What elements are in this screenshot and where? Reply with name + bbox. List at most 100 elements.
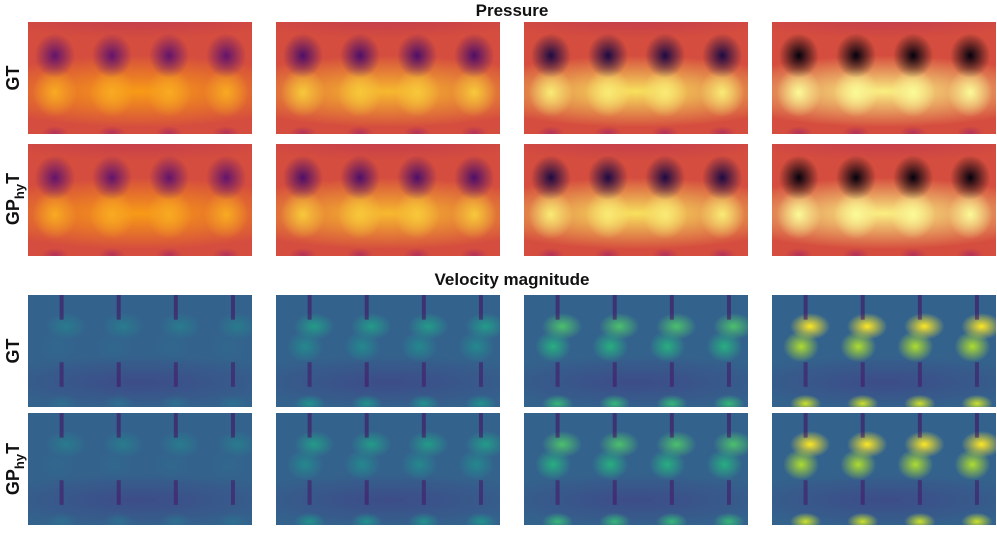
velocity-peak-lower (783, 448, 820, 481)
row-label-pressure-gphyt: GPhyT (3, 173, 27, 225)
velocity-peak-edge (351, 512, 383, 525)
low-pressure-vortex (282, 155, 324, 201)
low-pressure-vortex (91, 33, 133, 78)
velocity-peak-lower (649, 330, 686, 363)
heatmap-tile-viridis-r1-c2 (276, 295, 500, 407)
velocity-peak-edge (408, 512, 440, 525)
edge-spot (289, 248, 317, 256)
row-label-velocity-gphyt: GPhyT (3, 443, 27, 495)
velocity-streak (612, 413, 617, 438)
heatmap-tile-inferno-r2-c1 (28, 144, 252, 256)
velocity-streak (116, 480, 121, 505)
heatmap-tile-viridis-r1-c4 (772, 295, 996, 407)
high-pressure-spot (280, 189, 326, 240)
velocity-streak (555, 362, 560, 387)
edge-spot (460, 248, 488, 256)
velocity-streak (803, 295, 808, 320)
high-pressure-spot (776, 189, 822, 240)
high-pressure-spot (833, 67, 879, 118)
velocity-peak-lower (592, 448, 629, 481)
low-pressure-vortex (530, 155, 572, 201)
velocity-streak (860, 295, 865, 320)
velocity-streak (974, 362, 979, 387)
high-pressure-spot (337, 67, 383, 118)
velocity-peak-lower (783, 330, 820, 363)
velocity-peak-lower (287, 330, 324, 363)
velocity-peak-lower (535, 448, 572, 481)
low-pressure-vortex (34, 33, 76, 78)
velocity-peak-lower (706, 330, 743, 363)
low-pressure-vortex (702, 155, 743, 201)
top-strip (772, 22, 996, 39)
low-band (772, 354, 996, 407)
velocity-peak-lower (592, 330, 629, 363)
velocity-peak-lower (153, 330, 190, 363)
velocity-peak-lower (897, 330, 934, 363)
velocity-peak-edge (904, 512, 936, 525)
velocity-peak-edge (465, 394, 497, 407)
velocity-peak-edge (541, 394, 574, 407)
high-pressure-spot (203, 189, 249, 240)
low-pressure-vortex (454, 155, 495, 201)
velocity-streak (974, 480, 979, 505)
low-pressure-vortex (892, 33, 934, 78)
low-pressure-vortex (778, 155, 820, 201)
velocity-streak (59, 413, 64, 438)
low-pressure-vortex (587, 33, 629, 78)
velocity-streak (726, 362, 731, 387)
velocity-streak (669, 480, 674, 505)
edge-spot (708, 126, 736, 134)
velocity-streak (917, 413, 922, 438)
edge-spot (212, 248, 240, 256)
high-pressure-spot (451, 189, 497, 240)
low-band (524, 354, 748, 407)
edge-spot (346, 248, 374, 256)
edge-spot (899, 126, 927, 134)
low-pressure-vortex (702, 33, 743, 78)
edge-spot (289, 126, 317, 134)
heatmap-tile-viridis-r2-c2 (276, 413, 500, 525)
velocity-peak-lower (401, 448, 438, 481)
edge-spot (842, 126, 870, 134)
low-pressure-vortex (396, 33, 438, 78)
row-label-velocity-gt: GT (3, 338, 23, 363)
velocity-peak-lower (344, 330, 381, 363)
edge-spot (956, 126, 984, 134)
velocity-streak (307, 362, 312, 387)
high-pressure-spot (280, 67, 326, 118)
velocity-streak (421, 362, 426, 387)
low-pressure-vortex (206, 33, 247, 78)
velocity-peak-edge (656, 394, 688, 407)
velocity-peak-edge (789, 512, 822, 525)
edge-spot (537, 248, 565, 256)
velocity-peak-lower (458, 330, 495, 363)
heatmap-tile-viridis-r2-c1 (28, 413, 252, 525)
top-strip (28, 144, 252, 161)
high-pressure-spot (394, 67, 440, 118)
velocity-peak-edge (160, 512, 192, 525)
top-strip (276, 144, 500, 161)
velocity-streak (860, 362, 865, 387)
low-pressure-vortex (148, 33, 190, 78)
heatmap-tile-inferno-r2-c3 (524, 144, 748, 256)
velocity-streak (421, 295, 426, 320)
low-pressure-vortex (587, 155, 629, 201)
velocity-peak-lower (535, 330, 572, 363)
edge-spot (41, 126, 69, 134)
high-pressure-spot (699, 189, 745, 240)
edge-spot (842, 248, 870, 256)
velocity-streak (612, 362, 617, 387)
high-pressure-spot (89, 189, 135, 240)
velocity-streak (364, 480, 369, 505)
velocity-peak-edge (45, 394, 78, 407)
velocity-peak-edge (160, 394, 192, 407)
velocity-streak (421, 413, 426, 438)
low-pressure-vortex (835, 155, 877, 201)
velocity-streak (230, 413, 235, 438)
velocity-peak-edge (103, 394, 135, 407)
velocity-peak-edge (904, 394, 936, 407)
high-pressure-spot (642, 67, 688, 118)
edge-spot (98, 126, 126, 134)
heatmap-tile-inferno-r2-c4 (772, 144, 996, 256)
low-band (276, 354, 500, 407)
